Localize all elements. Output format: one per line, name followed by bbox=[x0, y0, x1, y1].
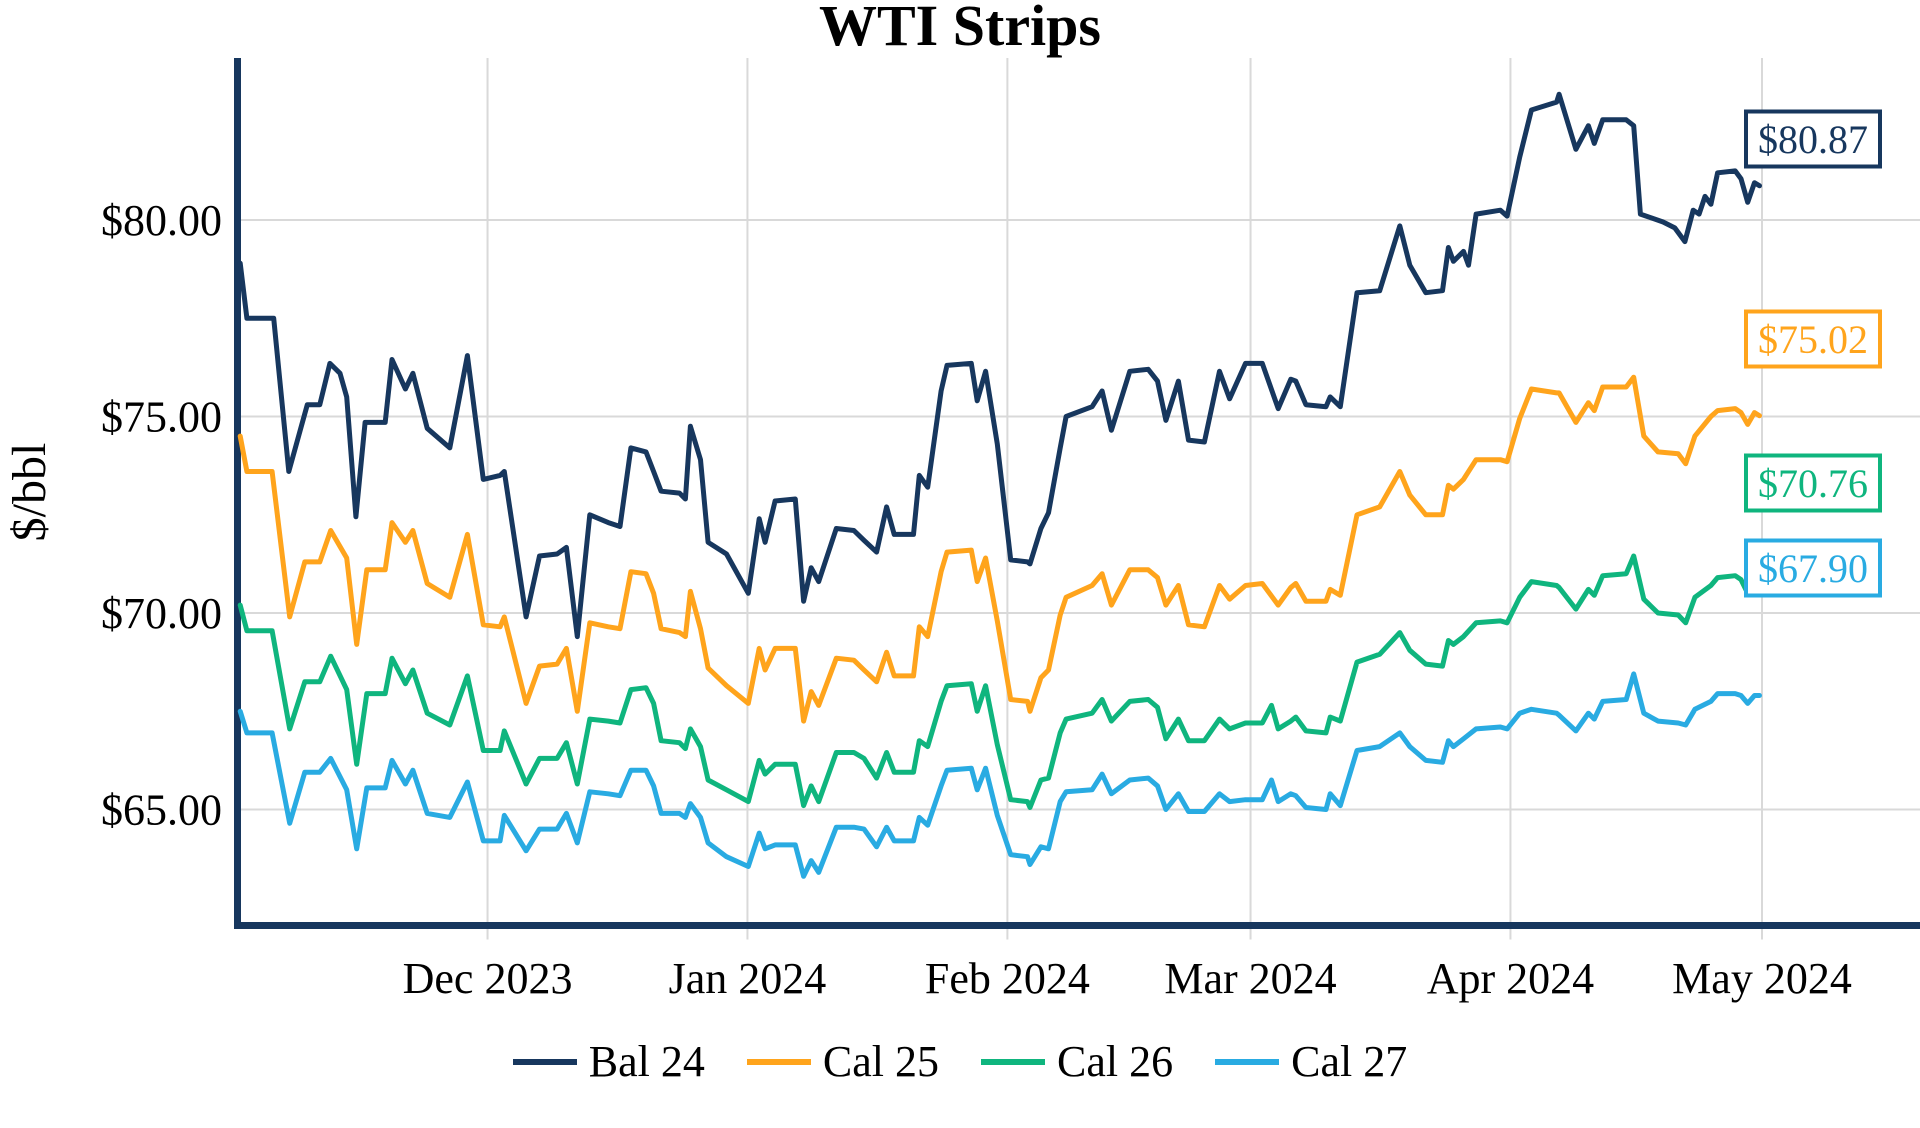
chart-title: WTI Strips bbox=[818, 0, 1101, 58]
x-tick-label-apr-2024: Apr 2024 bbox=[1427, 954, 1594, 1003]
legend-label-cal-26: Cal 26 bbox=[1057, 1037, 1174, 1086]
end-label-value: $67.90 bbox=[1758, 546, 1868, 591]
x-tick-label-jan-2024: Jan 2024 bbox=[669, 954, 827, 1003]
legend-item-cal-27: Cal 27 bbox=[1215, 1036, 1407, 1087]
end-label-value: $75.02 bbox=[1758, 317, 1868, 362]
legend-label-bal-24: Bal 24 bbox=[588, 1037, 705, 1086]
x-tick-label-mar-2024: Mar 2024 bbox=[1164, 954, 1336, 1003]
end-label-value: $80.87 bbox=[1758, 117, 1868, 162]
series-line-cal-27 bbox=[237, 671, 1762, 879]
tick-labels: $80.00 $75.00 $70.00 $65.00 Dec 2023 Jan 2024… bbox=[101, 196, 1852, 1003]
series-lines bbox=[237, 91, 1762, 879]
y-axis-title: $/bbl bbox=[3, 442, 56, 542]
y-tick-label-65: $65.00 bbox=[101, 786, 222, 835]
end-label-box bbox=[1744, 109, 1882, 169]
y-tick-label-80: $80.00 bbox=[101, 196, 222, 245]
series-line-cal-25 bbox=[237, 374, 1762, 724]
legend-swatch-cal-27 bbox=[1215, 1058, 1280, 1065]
end-labels: $80.87 $75.02 $70.76 $67.90 bbox=[1744, 109, 1882, 598]
series-line-cal-26 bbox=[237, 553, 1762, 810]
gridlines bbox=[237, 58, 1920, 940]
axes bbox=[234, 58, 1920, 929]
end-label-box bbox=[1744, 538, 1882, 598]
legend-label-cal-27: Cal 27 bbox=[1291, 1037, 1408, 1086]
series-line-bal-24 bbox=[237, 91, 1762, 640]
end-label-cal-26: $70.76 bbox=[1744, 453, 1882, 513]
legend-swatch-bal-24 bbox=[512, 1058, 577, 1065]
x-tick-label-feb-2024: Feb 2024 bbox=[925, 954, 1090, 1003]
x-tick-label-may-2024: May 2024 bbox=[1672, 954, 1852, 1003]
legend-swatch-cal-25 bbox=[746, 1058, 811, 1065]
end-label-cal-27: $67.90 bbox=[1744, 538, 1882, 598]
end-label-value: $70.76 bbox=[1758, 461, 1868, 506]
legend-item-bal-24: Bal 24 bbox=[512, 1036, 705, 1087]
end-label-box bbox=[1744, 309, 1882, 369]
legend: Bal 24 Cal 25 Cal 26 Cal 27 bbox=[0, 1036, 1920, 1087]
legend-swatch-cal-26 bbox=[981, 1058, 1045, 1065]
end-label-cal-25: $75.02 bbox=[1744, 309, 1882, 369]
legend-item-cal-26: Cal 26 bbox=[981, 1036, 1173, 1087]
x-tick-label-dec-2023: Dec 2023 bbox=[403, 954, 573, 1003]
end-label-bal-24: $80.87 bbox=[1744, 109, 1882, 169]
y-tick-label-75: $75.00 bbox=[101, 393, 222, 442]
y-tick-label-70: $70.00 bbox=[101, 589, 222, 638]
legend-item-cal-25: Cal 25 bbox=[746, 1036, 939, 1087]
legend-label-cal-25: Cal 25 bbox=[822, 1037, 939, 1086]
end-label-box bbox=[1744, 453, 1882, 513]
